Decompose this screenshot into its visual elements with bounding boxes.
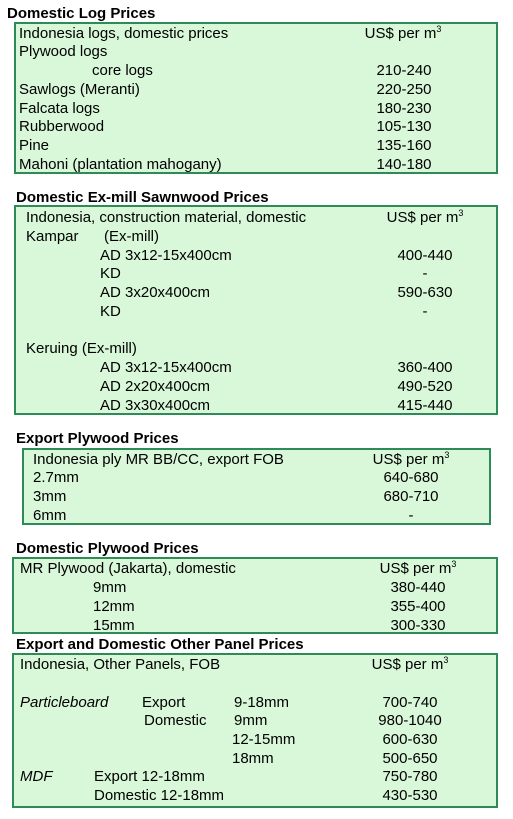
panel-row-label: 9mm (234, 712, 268, 729)
particleboard-export-label: Export (142, 694, 186, 711)
export-ply-row-value: 640-680 (383, 469, 439, 486)
dom-ply-header-label: MR Plywood (Jakarta), domestic (20, 560, 236, 577)
keruing-group-label: Keruing (Ex-mill) (26, 340, 137, 357)
export-ply-row-label: 3mm (33, 488, 67, 505)
log-row-label: Pine (19, 137, 50, 154)
panel-row-value: 500-650 (382, 750, 438, 767)
panel-row-value: 600-630 (382, 731, 438, 748)
sawn-row-value: 360-400 (397, 359, 453, 376)
log-row-label: core logs (92, 62, 153, 79)
kampar-group-suffix: (Ex-mill) (104, 228, 159, 245)
sawn-row-value: - (422, 303, 428, 320)
sawn-row-value: 490-520 (397, 378, 453, 395)
domestic-plywood-table (12, 557, 498, 634)
dom-ply-row-value: 380-440 (390, 579, 446, 596)
log-row-label: Rubberwood (19, 118, 105, 135)
domestic-plywood-heading: Domestic Plywood Prices (16, 540, 199, 557)
export-plywood-table (22, 448, 491, 525)
dom-ply-row-label: 12mm (93, 598, 135, 615)
sawn-row-label: KD (100, 303, 121, 320)
sawn-row-value: 400-440 (397, 247, 453, 264)
export-ply-row-label: 6mm (33, 507, 67, 524)
kampar-group-label: Kampar (26, 228, 79, 245)
other-panel-heading: Export and Domestic Other Panel Prices (16, 636, 304, 653)
log-row-value: 135-160 (376, 137, 432, 154)
sawn-row-label: AD 2x20x400cm (100, 378, 211, 395)
panel-header-label: Indonesia, Other Panels, FOB (20, 656, 221, 673)
panel-row-value: 700-740 (382, 694, 438, 711)
sawn-row-label: AD 3x12-15x400cm (100, 247, 232, 264)
panel-row-label: Export 12-18mm (94, 768, 205, 785)
export-plywood-heading: Export Plywood Prices (16, 430, 179, 447)
log-unit-header: US$ per m3 (364, 24, 442, 43)
sawnwood-prices-heading: Domestic Ex-mill Sawnwood Prices (16, 189, 269, 206)
log-row-value: 180-230 (376, 100, 432, 117)
export-ply-header-label: Indonesia ply MR BB/CC, export FOB (33, 451, 284, 468)
panel-row-label: 12-15mm (232, 731, 296, 748)
sawn-row-value: 415-440 (397, 397, 453, 414)
dom-ply-row-label: 15mm (93, 617, 135, 634)
log-header-label: Indonesia logs, domestic prices (19, 25, 229, 42)
sawn-unit-header: US$ per m3 (386, 208, 464, 227)
dom-ply-row-value: 300-330 (390, 617, 446, 634)
log-prices-heading: Domestic Log Prices (7, 5, 156, 22)
panel-row-value: 430-530 (382, 787, 438, 804)
sawn-row-label: KD (100, 265, 121, 282)
panel-row-label: Domestic 12-18mm (94, 787, 225, 804)
log-prices-table (14, 22, 498, 174)
panel-row-label: 18mm (232, 750, 274, 767)
log-row-label: Sawlogs (Meranti) (19, 81, 140, 98)
particleboard-group-label: Particleboard (20, 694, 109, 711)
dom-ply-row-value: 355-400 (390, 598, 446, 615)
sawn-row-value: 590-630 (397, 284, 453, 301)
other-panel-table (12, 653, 498, 808)
particleboard-domestic-label: Domestic (144, 712, 207, 729)
sawn-row-label: AD 3x12-15x400cm (100, 359, 232, 376)
panel-row-value: 980-1040 (378, 712, 442, 729)
dom-ply-row-label: 9mm (93, 579, 127, 596)
mdf-group-label: MDF (20, 768, 53, 785)
sawn-row-value: - (422, 265, 428, 282)
panel-row-value: 750-780 (382, 768, 438, 785)
sawn-header-label: Indonesia, construction material, domest… (26, 209, 307, 226)
sawn-row-label: AD 3x20x400cm (100, 284, 211, 301)
sawn-row-label: AD 3x30x400cm (100, 397, 211, 414)
export-ply-row-value: - (408, 507, 414, 524)
log-row-value: 220-250 (376, 81, 432, 98)
log-row-value: 210-240 (376, 62, 432, 79)
dom-ply-unit-header: US$ per m3 (379, 559, 457, 578)
panel-row-label: 9-18mm (234, 694, 290, 711)
export-ply-row-label: 2.7mm (33, 469, 79, 486)
panel-unit-header: US$ per m3 (371, 655, 449, 674)
log-row-label: Plywood logs (19, 43, 108, 60)
log-row-label: Falcata logs (19, 100, 100, 117)
log-row-value: 105-130 (376, 118, 432, 135)
export-ply-row-value: 680-710 (383, 488, 439, 505)
export-ply-unit-header: US$ per m3 (372, 450, 450, 469)
log-row-label: Mahoni (plantation mahogany) (19, 156, 222, 173)
log-row-value: 140-180 (376, 156, 432, 173)
sawnwood-prices-table (14, 205, 498, 415)
